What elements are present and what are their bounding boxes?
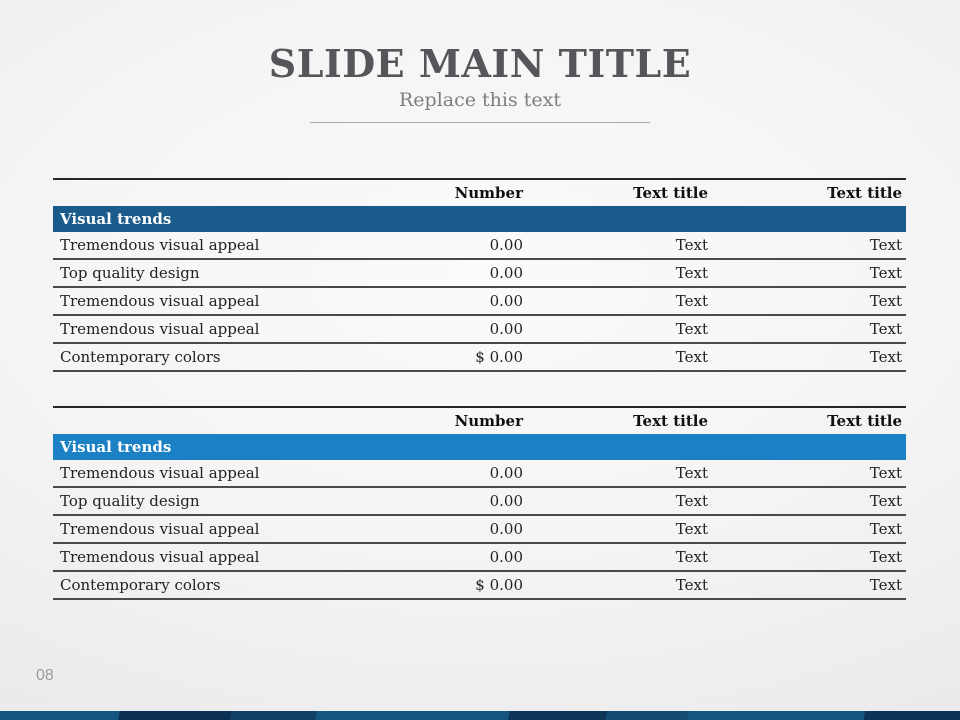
row-value: Text [675, 319, 708, 338]
column-header: Text title [633, 183, 708, 202]
row-value: Text [869, 463, 902, 482]
row-value: $ 0.00 [475, 575, 523, 594]
row-label: Tremendous visual appeal [60, 319, 260, 338]
row-label: Tremendous visual appeal [60, 547, 260, 566]
page-title: SLIDE MAIN TITLE [268, 41, 692, 86]
row-label: Contemporary colors [60, 347, 221, 366]
section-band: Visual trends [53, 206, 906, 232]
row-label: Contemporary colors [60, 575, 221, 594]
table-row: Top quality design 0.00 Text Text [53, 259, 906, 287]
section-band: Visual trends [53, 434, 906, 460]
row-value: Text [869, 235, 902, 254]
row-value: 0.00 [489, 519, 523, 538]
table-row: Tremendous visual appeal 0.00 Text Text [53, 515, 906, 543]
row-value: Text [675, 547, 708, 566]
table-row: Tremendous visual appeal 0.00 Text Text [53, 232, 906, 259]
row-label: Tremendous visual appeal [60, 235, 260, 254]
table-row: Top quality design 0.00 Text Text [53, 487, 906, 515]
table-row: Tremendous visual appeal 0.00 Text Text [53, 287, 906, 315]
data-table-1: Number Text title Text title Visual trends T… [53, 178, 906, 372]
column-header: Number [454, 183, 523, 202]
table-row: Tremendous visual appeal 0.00 Text Text [53, 460, 906, 487]
row-label: Tremendous visual appeal [60, 463, 260, 482]
row-value: Text [675, 347, 708, 366]
header-row: Number Text title Text title [53, 407, 906, 434]
row-label: Top quality design [60, 263, 200, 282]
row-value: Text [869, 319, 902, 338]
row-value: Text [675, 263, 708, 282]
row-value: $ 0.00 [475, 347, 523, 366]
row-value: Text [675, 291, 708, 310]
row-value: Text [869, 519, 902, 538]
row-value: 0.00 [489, 547, 523, 566]
row-value: Text [869, 547, 902, 566]
header-row: Number Text title Text title [53, 179, 906, 206]
slide-subtitle: Replace this text [398, 88, 561, 111]
column-header: Text title [827, 183, 902, 202]
row-value: Text [869, 263, 902, 282]
row-value: 0.00 [489, 263, 523, 282]
footer-bar [0, 711, 960, 720]
row-label: Tremendous visual appeal [60, 291, 260, 310]
row-value: 0.00 [489, 491, 523, 510]
row-value: 0.00 [489, 235, 523, 254]
page-number: 08 [36, 667, 54, 684]
table-row: Tremendous visual appeal 0.00 Text Text [53, 543, 906, 571]
table-row: Contemporary colors $ 0.00 Text Text [53, 343, 906, 371]
section-header: Visual trends [53, 206, 906, 232]
row-label: Top quality design [60, 491, 200, 510]
row-value: Text [869, 291, 902, 310]
row-value: 0.00 [489, 319, 523, 338]
row-value: Text [869, 575, 902, 594]
row-value: Text [675, 575, 708, 594]
row-label: Tremendous visual appeal [60, 519, 260, 538]
row-value: Text [675, 491, 708, 510]
title-block: SLIDE MAIN TITLE Replace this text [0, 44, 960, 123]
row-value: Text [675, 519, 708, 538]
row-value: Text [675, 463, 708, 482]
row-label-header [53, 179, 383, 206]
row-value: 0.00 [489, 463, 523, 482]
data-table-2: Number Text title Text title Visual trends T… [53, 406, 906, 600]
column-header: Number [454, 411, 523, 430]
section-header: Visual trends [53, 434, 906, 460]
row-value: Text [869, 347, 902, 366]
row-label-header [53, 407, 383, 434]
table-row: Contemporary colors $ 0.00 Text Text [53, 571, 906, 599]
row-value: Text [675, 235, 708, 254]
row-value: 0.00 [489, 291, 523, 310]
column-header: Text title [633, 411, 708, 430]
table-row: Tremendous visual appeal 0.00 Text Text [53, 315, 906, 343]
row-value: Text [869, 491, 902, 510]
column-header: Text title [827, 411, 902, 430]
title-divider [310, 121, 650, 123]
